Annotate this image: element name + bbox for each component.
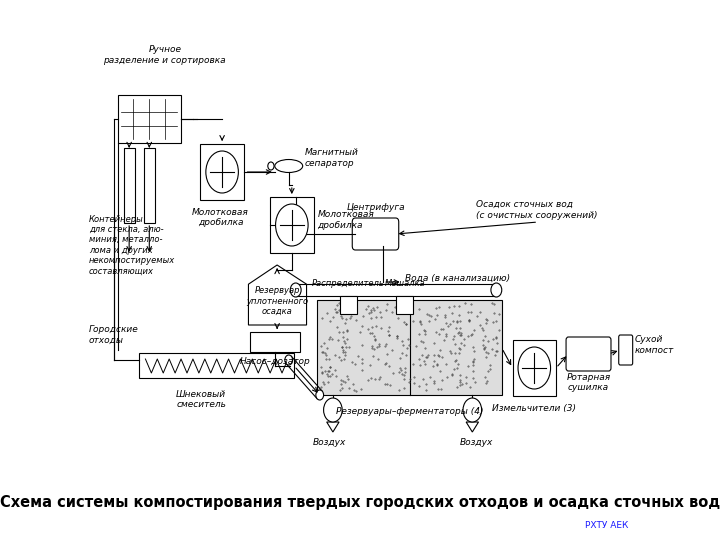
Bar — [513, 340, 556, 396]
Text: Молотковая
дробилка: Молотковая дробилка — [192, 208, 249, 227]
Bar — [250, 332, 300, 352]
Bar — [340, 296, 357, 314]
Text: Резервуары–ферментаторы (4): Резервуары–ферментаторы (4) — [336, 407, 483, 416]
Text: Осадок сточных вод
(с очистных сооружений): Осадок сточных вод (с очистных сооружени… — [476, 200, 598, 220]
Text: Схема системы компостирования твердых городских отходов и осадка сточных вод: Схема системы компостирования твердых го… — [0, 495, 720, 510]
Text: Контейнеры
для стекла, алю-
миния, металло-
лома и других
некомпостируемых
соста: Контейнеры для стекла, алю- миния, метал… — [89, 214, 175, 275]
Text: Сухой
компост: Сухой компост — [635, 335, 674, 355]
FancyBboxPatch shape — [566, 337, 611, 371]
Bar — [124, 148, 135, 223]
Ellipse shape — [275, 159, 302, 172]
Text: Воздух: Воздух — [459, 438, 493, 447]
Text: Мешалка: Мешалка — [384, 279, 426, 288]
Bar — [270, 197, 313, 253]
Circle shape — [491, 283, 502, 297]
FancyBboxPatch shape — [618, 335, 633, 365]
Bar — [144, 148, 155, 223]
Bar — [200, 144, 244, 200]
Circle shape — [206, 151, 238, 193]
FancyBboxPatch shape — [352, 218, 399, 250]
Circle shape — [290, 283, 301, 297]
Text: Городские
отходы: Городские отходы — [89, 325, 139, 345]
Circle shape — [323, 398, 342, 422]
Polygon shape — [466, 422, 479, 432]
Text: Насос–дозатор: Насос–дозатор — [240, 357, 310, 366]
Circle shape — [285, 355, 292, 365]
Circle shape — [316, 390, 323, 400]
Text: Распределитель: Распределитель — [312, 279, 384, 288]
Bar — [318, 300, 502, 395]
Circle shape — [463, 398, 482, 422]
Text: Ручное
разделение и сортировка: Ручное разделение и сортировка — [104, 45, 226, 65]
Circle shape — [276, 204, 308, 246]
Polygon shape — [327, 422, 339, 432]
Text: Воздух: Воздух — [312, 438, 346, 447]
Bar — [397, 296, 413, 314]
Text: Молотковая
дробилка: Молотковая дробилка — [318, 210, 374, 230]
Text: Измельчители (3): Измельчители (3) — [492, 404, 576, 413]
Polygon shape — [248, 265, 307, 325]
Text: Ротарная
сушилка: Ротарная сушилка — [567, 373, 611, 393]
Text: Шнековый
смеситель: Шнековый смеситель — [176, 390, 226, 409]
Text: РХТУ АЕК: РХТУ АЕК — [585, 522, 628, 530]
Text: Центрифуга: Центрифуга — [346, 203, 405, 212]
Circle shape — [518, 347, 551, 389]
Text: Магнитный
сепаратор: Магнитный сепаратор — [305, 148, 359, 168]
Bar — [117, 95, 181, 143]
Bar — [139, 353, 294, 378]
Circle shape — [268, 162, 274, 170]
Text: Вода (в канализацию): Вода (в канализацию) — [405, 273, 510, 282]
Text: Резервуар
уплотненного
осадка: Резервуар уплотненного осадка — [246, 286, 308, 316]
